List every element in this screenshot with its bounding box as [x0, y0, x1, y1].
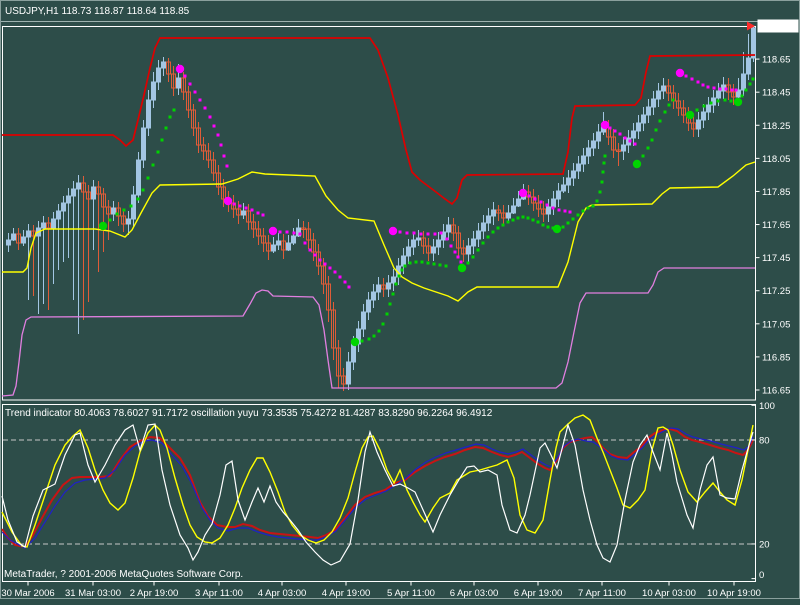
- green-trail-segment: [632, 98, 675, 169]
- oscillator-tick-label: 100: [759, 401, 775, 412]
- price-tick-label: 118.45: [762, 88, 790, 99]
- magenta-trail-segment: [388, 226, 463, 264]
- current-price-tag: 118.85: [747, 19, 799, 33]
- time-tick-label: 10 Apr 03:00: [642, 588, 696, 599]
- status-text: MetaTrader, ? 2001-2006 MetaQuotes Softw…: [4, 569, 243, 580]
- magenta-trail-segment: [518, 188, 572, 214]
- oscillator-tick-label: 0: [759, 570, 764, 581]
- main-chart-frame: [2, 26, 756, 401]
- green-trail-segment: [98, 108, 176, 231]
- price-axis: 118.65 118.45 118.25 118.05 117.85 117.65 117.…: [747, 19, 799, 396]
- price-tick-label: 117.85: [762, 187, 790, 198]
- price-tick-label: 117.05: [762, 319, 790, 330]
- magenta-trail-segment: [675, 68, 738, 92]
- current-price-label: 118.85: [764, 22, 792, 33]
- magenta-trail-segment: [600, 120, 637, 146]
- time-tick-label: 30 Mar 2006: [1, 588, 54, 599]
- time-tick-label: 31 Mar 03:00: [65, 588, 121, 599]
- time-tick-label: 5 Apr 11:00: [387, 588, 435, 599]
- time-tick-label: 7 Apr 11:00: [578, 588, 626, 599]
- time-tick-label: 4 Apr 19:00: [322, 588, 371, 599]
- chart-title: USDJPY,H1 118.73 118.87 118.64 118.85: [5, 6, 190, 17]
- green-trail-segment: [733, 77, 755, 107]
- oscillator-tick-label: 20: [759, 539, 770, 550]
- candlesticks: [6, 26, 756, 391]
- green-trail-segment: [685, 98, 733, 120]
- time-tick-label: 10 Apr 19:00: [707, 588, 761, 599]
- time-tick-label: 3 Apr 11:00: [195, 588, 243, 599]
- magenta-trail-segment: [268, 226, 351, 289]
- time-axis: 30 Mar 2006 31 Mar 03:00 2 Apr 19:00 3 Apr …: [1, 581, 761, 599]
- price-tick-label: 116.85: [762, 352, 790, 363]
- price-tick-label: 118.65: [762, 55, 790, 66]
- green-trail-segment: [457, 215, 555, 273]
- main-chart-area[interactable]: [1, 26, 756, 397]
- price-tick-label: 116.65: [762, 385, 790, 396]
- oscillator-tick-label: 80: [759, 435, 770, 446]
- price-tick-label: 118.25: [762, 121, 790, 132]
- time-tick-label: 6 Apr 19:00: [514, 588, 563, 599]
- price-tick-label: 117.45: [762, 253, 790, 264]
- signal-blue-line: [1, 427, 754, 549]
- oscillator-white-line: [1, 422, 754, 566]
- signal-red-line: [1, 427, 754, 549]
- oscillator-frame: [2, 404, 756, 582]
- magenta-trail-segment: [175, 64, 229, 168]
- green-trail-segment: [350, 260, 448, 347]
- price-tick-label: 117.25: [762, 286, 790, 297]
- oscillator-area[interactable]: [1, 414, 754, 566]
- time-tick-label: 2 Apr 19:00: [130, 588, 179, 599]
- oscillator-yellow-line: [1, 414, 754, 548]
- time-tick-label: 4 Apr 03:00: [258, 588, 307, 599]
- price-arrow-icon: [747, 21, 755, 31]
- red-stop-line: [2, 37, 756, 206]
- violet-channel-line: [1, 267, 755, 397]
- magenta-trail-segment: [223, 196, 265, 217]
- trailing-dots: [98, 64, 755, 347]
- price-tick-label: 118.05: [762, 154, 790, 165]
- time-tick-label: 6 Apr 03:00: [450, 588, 499, 599]
- green-trail-segment: [552, 154, 607, 234]
- indicator-label: Trend indicator 80.4063 78.6027 91.7172 …: [5, 408, 493, 419]
- oscillator-axis: 100 80 20 0: [751, 401, 775, 581]
- price-tick-label: 117.65: [762, 220, 790, 231]
